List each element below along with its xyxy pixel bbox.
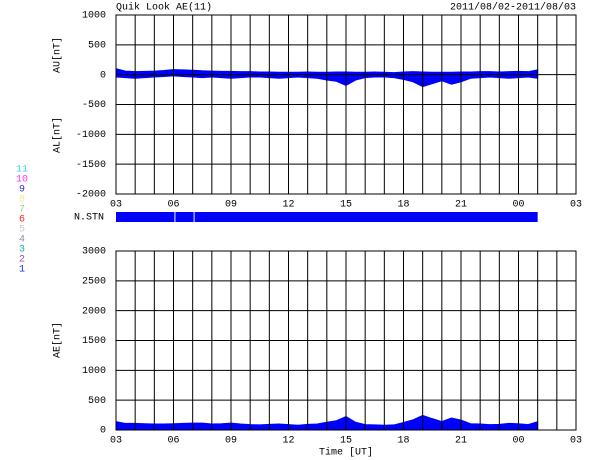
legend-label: 5 (19, 225, 25, 236)
legend-label: 4 (19, 235, 25, 246)
legend-label: 9 (19, 185, 25, 196)
x-tick-label: 15 (340, 436, 352, 447)
legend-label: 11 (16, 165, 28, 176)
station-bar (175, 212, 194, 222)
y-tick-label: 500 (88, 396, 106, 407)
x-tick-label: 09 (225, 436, 237, 447)
y-tick-label: 500 (88, 40, 106, 51)
x-tick-label: 03 (570, 436, 582, 447)
legend-label: 1 (19, 265, 25, 276)
x-tick-label: 00 (512, 200, 524, 211)
date-range: 2011/08/02-2011/08/03 (450, 2, 576, 14)
x-tick-label: 09 (225, 200, 237, 211)
station-bar (116, 212, 175, 222)
legend-label: 10 (16, 175, 28, 186)
x-tick-label: 12 (282, 436, 294, 447)
y-tick-label: 1000 (82, 11, 106, 22)
y-tick-label: -500 (82, 100, 106, 111)
legend-label: 2 (19, 255, 25, 266)
y-tick-label: -1000 (76, 130, 106, 141)
x-tick-label: 00 (512, 436, 524, 447)
data-area (115, 68, 539, 76)
x-axis-label: Time [UT] (319, 447, 373, 459)
y-tick-label: 3000 (82, 247, 106, 258)
x-tick-label: 12 (282, 200, 294, 211)
strip-label: N.STN (74, 213, 104, 224)
y-tick-label: -2000 (76, 190, 106, 201)
plot-frame (115, 250, 577, 431)
legend-label: 3 (19, 245, 25, 256)
chart-title: Quik Look AE(11) (116, 2, 212, 14)
y-axis-label: AL[nT] (52, 117, 64, 153)
y-tick-label: 2500 (82, 276, 106, 287)
x-tick-label: 21 (455, 200, 467, 211)
x-tick-label: 06 (167, 200, 179, 211)
y-tick-label: 1000 (82, 366, 106, 377)
plot-frame (115, 14, 577, 195)
x-tick-label: 18 (397, 436, 409, 447)
y-tick-label: 0 (100, 70, 106, 81)
x-tick-label: 21 (455, 436, 467, 447)
legend-label: 6 (19, 215, 25, 226)
y-tick-label: 1500 (82, 336, 106, 347)
station-bar (194, 212, 538, 222)
legend-label: 8 (19, 195, 25, 206)
x-tick-label: 03 (110, 200, 122, 211)
x-tick-label: 03 (110, 436, 122, 447)
x-tick-label: 15 (340, 200, 352, 211)
y-axis-label: AU[nT] (52, 37, 64, 73)
x-tick-label: 03 (570, 200, 582, 211)
x-tick-label: 18 (397, 200, 409, 211)
x-tick-label: 06 (167, 436, 179, 447)
data-area (115, 74, 539, 88)
legend-label: 7 (19, 205, 25, 216)
y-tick-label: 0 (100, 426, 106, 437)
y-axis-label: AE[nT] (52, 322, 64, 358)
y-tick-label: -1500 (76, 160, 106, 171)
y-tick-label: 2000 (82, 306, 106, 317)
